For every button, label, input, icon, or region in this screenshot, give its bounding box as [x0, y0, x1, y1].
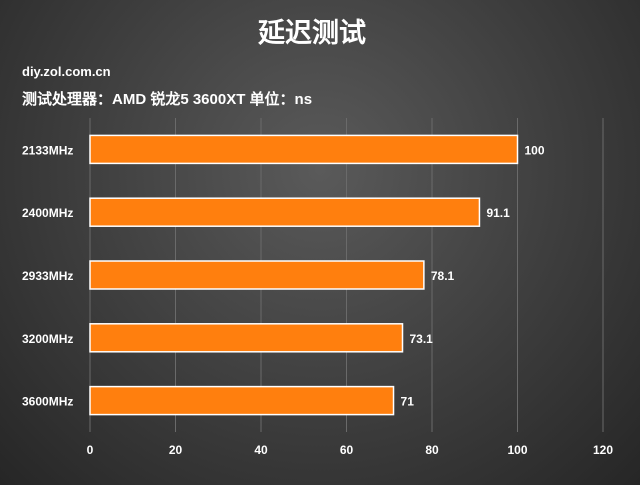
x-tick-label: 0	[87, 443, 94, 457]
chart-title: 延迟测试	[257, 18, 366, 49]
category-label: 3200MHz	[22, 332, 73, 346]
bar-value-label: 91.1	[486, 206, 510, 220]
category-label: 2400MHz	[22, 206, 73, 220]
x-tick-label: 100	[507, 443, 527, 457]
bar	[89, 260, 425, 290]
bar	[89, 134, 519, 165]
bar-value-label: 73.1	[410, 332, 434, 346]
x-tick-label: 40	[254, 443, 268, 457]
x-tick-label: 120	[593, 443, 613, 457]
x-tick-label: 80	[425, 443, 439, 457]
category-label: 2933MHz	[22, 269, 73, 283]
bar-value-label: 71	[401, 395, 415, 409]
chart-subtitle: 测试处理器：AMD 锐龙5 3600XT 单位：ns	[22, 90, 312, 108]
x-tick-label: 20	[169, 443, 183, 457]
category-labels: 2133MHz 2400MHz 2933MHz 3200MHz 3600MHz	[22, 143, 73, 408]
bar-value-label: 100	[525, 143, 545, 157]
bar	[89, 197, 481, 227]
bar-value-label: 78.1	[431, 269, 455, 283]
category-label: 2133MHz	[22, 143, 73, 157]
x-tick-labels: 0 20 40 60 80 100 120	[87, 443, 614, 457]
bars-group: 100 91.1 78.1 73.1 71	[89, 134, 545, 416]
source-label: diy.zol.com.cn	[22, 64, 111, 79]
bar	[89, 323, 404, 353]
x-tick-label: 60	[340, 443, 354, 457]
category-label: 3600MHz	[22, 395, 73, 409]
bar	[89, 385, 395, 416]
